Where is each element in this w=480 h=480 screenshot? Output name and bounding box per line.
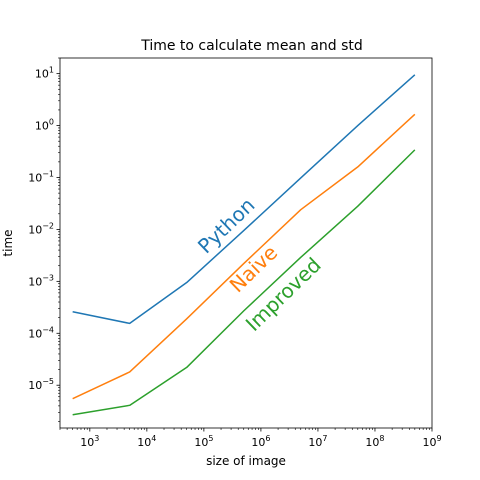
x-tick-label: 107 — [308, 434, 327, 449]
series-line-python — [72, 74, 416, 325]
x-tick-label: 103 — [80, 434, 99, 449]
y-tick-label: 10−2 — [28, 221, 54, 236]
x-tick-label: 106 — [251, 434, 270, 449]
x-tick-label: 109 — [422, 434, 441, 449]
series-line-improved — [72, 149, 416, 416]
plot-area: 103 104 105 106 107 108 109 10−5 10−4 10−3 10−2 10−… — [28, 57, 442, 449]
x-tick-label: 108 — [365, 434, 384, 449]
y-tick-label: 101 — [35, 66, 54, 81]
y-axis-label: time — [1, 229, 15, 256]
y-tick-label: 10−4 — [28, 325, 54, 340]
y-tick-label: 100 — [35, 118, 54, 133]
axes-frame — [59, 57, 433, 429]
y-tick-label: 10−3 — [28, 273, 54, 288]
x-tick-label: 104 — [137, 434, 156, 449]
y-tick-label: 10−1 — [28, 169, 54, 184]
series-line-naive — [72, 113, 416, 400]
x-tick-label: 105 — [194, 434, 213, 449]
y-tick-label: 10−5 — [28, 377, 54, 392]
x-axis-label: size of image — [206, 454, 286, 468]
chart-title: Time to calculate mean and std — [140, 38, 363, 54]
